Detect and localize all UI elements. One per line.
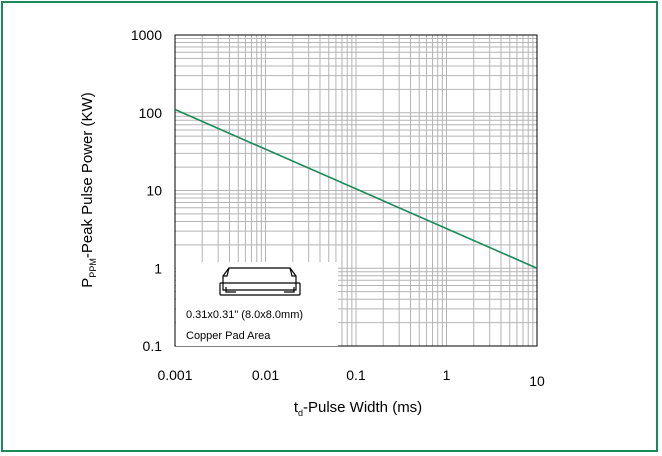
y-tick-label: 1000 xyxy=(131,27,162,43)
plot-area-border xyxy=(174,34,538,347)
x-tick-label: 10 xyxy=(529,373,545,389)
y-tick-label: 10 xyxy=(146,183,162,199)
y-axis-title: PPPM-Peak Pulse Power (KW) xyxy=(79,92,98,287)
y-axis-title-rest: -Peak Pulse Power (KW) xyxy=(79,92,96,258)
x-axis-title-main: t xyxy=(294,399,299,416)
y-axis-title-main: P xyxy=(79,278,96,288)
y-tick-label: 1 xyxy=(154,260,162,276)
x-tick-label: 0.01 xyxy=(252,367,279,383)
x-axis-title: td-Pulse Width (ms) xyxy=(294,399,422,418)
annotation-line-1: 0.31x0.31" (8.0x8.0mm) xyxy=(186,309,303,321)
package-icon xyxy=(219,267,301,296)
x-tick-label: 0.001 xyxy=(157,367,192,383)
y-tick-label: 0.1 xyxy=(143,338,163,354)
x-tick-label: 0.1 xyxy=(346,367,366,383)
copper-pad-annotation: 0.31x0.31" (8.0x8.0mm) Copper Pad Area xyxy=(176,262,338,346)
annotation-line-2: Copper Pad Area xyxy=(186,330,271,342)
series-group xyxy=(174,108,538,269)
series-line xyxy=(174,108,538,269)
x-tick-labels: 0.001 0.01 0.1 1 10 xyxy=(157,367,545,389)
x-axis-title-sub: d xyxy=(298,408,303,418)
y-tick-labels: 1000 100 10 1 0.1 xyxy=(131,27,162,354)
x-tick-label: 1 xyxy=(443,367,451,383)
annotation-background xyxy=(176,262,338,346)
x-axis-title-rest: -Pulse Width (ms) xyxy=(303,399,422,416)
y-tick-label: 100 xyxy=(139,105,163,121)
y-axis-title-sub: PPM xyxy=(88,258,98,278)
